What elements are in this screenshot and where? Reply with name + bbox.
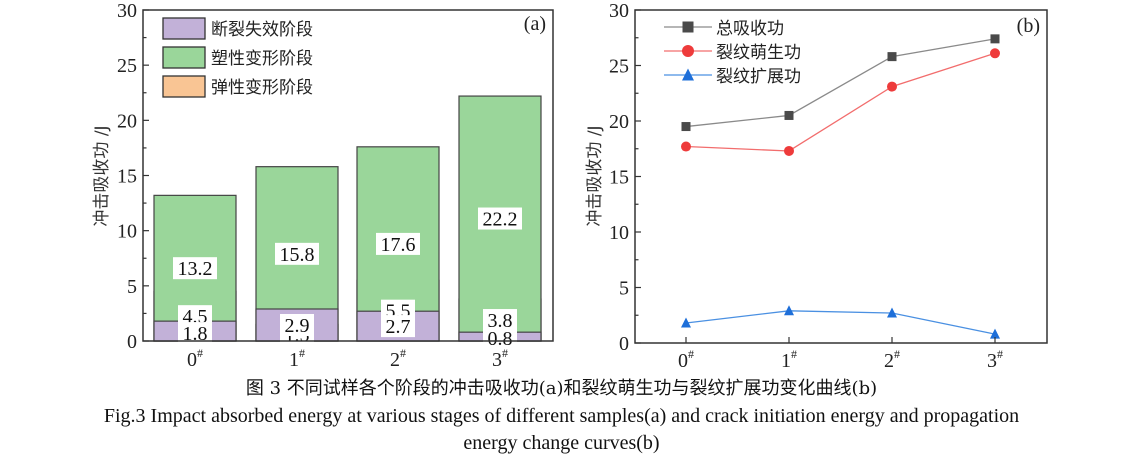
circle-marker xyxy=(682,45,694,57)
x-tick-label: 2# xyxy=(390,346,406,370)
y-tick-label: 20 xyxy=(609,111,629,133)
panel-a-bar-chart: 4.513.21.81.515.82.95.517.62.73.822.20.8… xyxy=(92,0,554,370)
figure-caption-english: Fig.3 Impact absorbed energy at various … xyxy=(0,403,1123,457)
data-label: 0.8 xyxy=(488,328,513,350)
triangle-marker xyxy=(681,317,691,328)
y-tick-label: 15 xyxy=(117,166,137,188)
data-label: 2.7 xyxy=(386,316,411,338)
circle-marker xyxy=(990,48,1000,59)
legend-label: 弹性变形阶段 xyxy=(211,78,313,98)
triangle-marker xyxy=(887,307,897,318)
square-marker xyxy=(887,52,897,62)
data-label-bg xyxy=(280,314,314,337)
triangle-marker xyxy=(784,305,794,316)
y-tick-label: 10 xyxy=(609,222,629,244)
y-tick-label: 5 xyxy=(127,276,137,298)
data-label-bg xyxy=(483,327,517,350)
data-label: 17.6 xyxy=(381,234,416,256)
y-axis-title-a: 冲击吸收功 /J xyxy=(92,125,112,226)
series-line xyxy=(685,310,996,335)
data-label-bg xyxy=(173,257,217,280)
x-tick-label: 1# xyxy=(289,346,305,370)
square-marker xyxy=(990,34,1000,44)
data-label-bg xyxy=(178,305,212,328)
panel-label-a: (a) xyxy=(524,13,546,35)
legend-label: 裂纹扩展功 xyxy=(716,67,801,87)
data-label-bg xyxy=(376,232,420,255)
triangle-marker xyxy=(990,328,1000,339)
y-tick-label: 30 xyxy=(609,0,629,22)
circle-marker xyxy=(784,145,794,156)
y-axis-title-b: 冲击吸收功 /J xyxy=(585,125,605,226)
legend-label: 塑性变形阶段 xyxy=(211,49,313,69)
data-label: 1.8 xyxy=(183,323,208,345)
x-tick-label: 1# xyxy=(781,347,797,370)
x-tick-label: 2# xyxy=(884,347,900,370)
data-label: 15.8 xyxy=(280,244,315,266)
y-tick-label: 25 xyxy=(609,56,629,78)
series-line xyxy=(685,52,996,152)
legend-label: 总吸收功 xyxy=(716,19,784,39)
x-axis-b: 0# 1# 2# 3# xyxy=(678,337,1003,370)
legend-swatch xyxy=(162,17,206,40)
line-series-group xyxy=(681,34,1000,339)
y-axis-b: 0 5 10 15 20 25 30 xyxy=(609,0,641,355)
legend-swatch xyxy=(162,46,206,69)
square-marker xyxy=(784,110,794,120)
x-tick-label: 0# xyxy=(187,346,203,370)
plot-frame-b xyxy=(634,9,1048,344)
legend-label: 裂纹萌生功 xyxy=(716,43,801,63)
data-label: 2.9 xyxy=(285,315,310,337)
panel-label-b: (b) xyxy=(1017,15,1040,37)
square-marker xyxy=(682,21,694,33)
data-label: 13.2 xyxy=(178,258,213,280)
y-axis-a: 0 5 10 15 20 25 30 xyxy=(117,0,149,353)
data-label: 22.2 xyxy=(483,209,518,231)
data-label: 3.8 xyxy=(488,310,513,332)
y-tick-label: 20 xyxy=(117,110,137,132)
y-tick-label: 15 xyxy=(609,167,629,189)
triangle-marker xyxy=(682,68,694,81)
square-marker xyxy=(681,122,691,132)
figure-caption-chinese: 图 3 不同试样各个阶段的冲击吸收功(a)和裂纹萌生功与裂纹扩展功变化曲线(b) xyxy=(245,378,878,399)
data-label-bg xyxy=(275,242,319,265)
y-tick-label: 5 xyxy=(619,278,629,300)
y-tick-label: 10 xyxy=(117,221,137,243)
circle-marker xyxy=(681,141,691,152)
y-tick-label: 25 xyxy=(117,55,137,77)
figure: 4.513.21.81.515.82.95.517.62.73.822.20.8… xyxy=(92,0,1048,370)
panel-b-line-chart: 0 5 10 15 20 25 30 0# 1# 2# 3# 冲击吸收功 /J (b) 总吸收功裂… xyxy=(585,0,1048,370)
figure-caption-english-line1: Fig.3 Impact absorbed energy at various … xyxy=(103,405,1020,427)
x-tick-label: 0# xyxy=(678,347,694,370)
circle-marker xyxy=(887,81,897,92)
data-label-bg xyxy=(483,309,517,332)
bar-data-labels: 4.513.21.81.515.82.95.517.62.73.822.20.8 xyxy=(173,207,522,350)
x-tick-label: 3# xyxy=(987,347,1003,370)
x-tick-label: 3# xyxy=(492,346,508,370)
data-label-bg xyxy=(478,207,522,230)
data-label-bg xyxy=(381,315,415,338)
legend-label: 断裂失效阶段 xyxy=(211,20,313,40)
x-axis-a: 0# 1# 2# 3# xyxy=(187,346,508,370)
y-tick-label: 30 xyxy=(117,0,137,22)
y-tick-label: 0 xyxy=(619,333,629,355)
series-line xyxy=(685,38,996,128)
figure-caption-english-line2: energy change curves(b) xyxy=(463,432,660,454)
data-label-bg xyxy=(178,322,212,345)
y-tick-label: 0 xyxy=(127,331,137,353)
legend-swatch xyxy=(162,75,206,98)
